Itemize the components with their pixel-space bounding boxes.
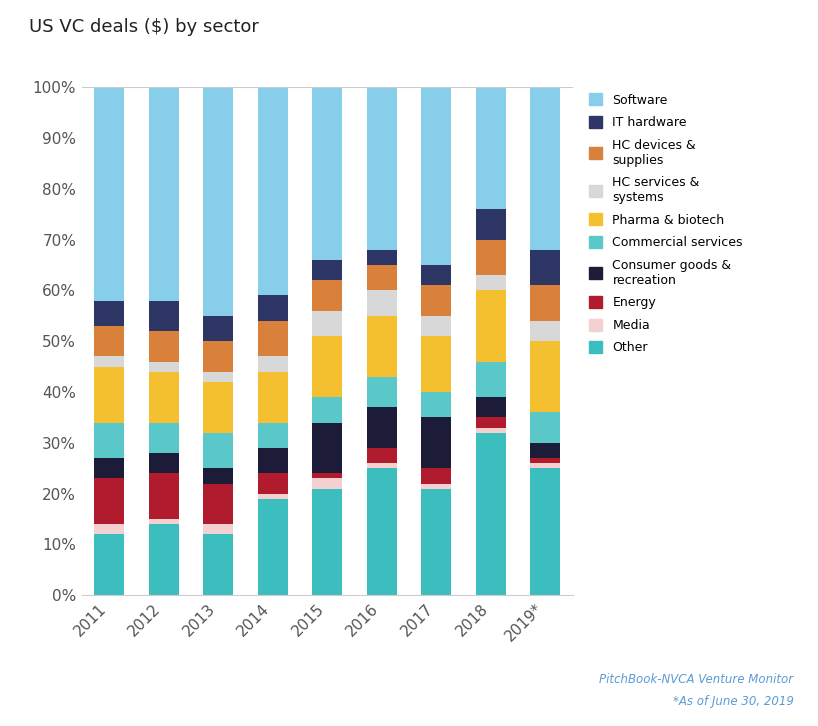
Bar <box>366 377 397 407</box>
Bar <box>203 534 233 595</box>
Bar <box>476 397 506 417</box>
Bar <box>94 87 124 301</box>
Bar <box>530 250 560 285</box>
Text: PitchBook-NVCA Venture Monitor: PitchBook-NVCA Venture Monitor <box>600 673 793 686</box>
Bar <box>366 448 397 463</box>
Text: US VC deals ($) by sector: US VC deals ($) by sector <box>29 18 258 36</box>
Bar <box>476 275 506 290</box>
Bar <box>476 417 506 428</box>
Bar <box>366 407 397 448</box>
Bar <box>366 290 397 316</box>
Bar <box>258 372 288 423</box>
Bar <box>203 316 233 341</box>
Bar <box>476 240 506 275</box>
Bar <box>203 524 233 534</box>
Bar <box>258 423 288 448</box>
Bar <box>203 433 233 468</box>
Bar <box>476 209 506 240</box>
Bar <box>312 423 342 473</box>
Bar <box>366 87 397 250</box>
Bar <box>94 534 124 595</box>
Bar <box>312 260 342 280</box>
Bar <box>530 468 560 595</box>
Bar <box>530 458 560 463</box>
Bar <box>530 341 560 412</box>
Bar <box>203 484 233 524</box>
Bar <box>94 367 124 423</box>
Bar <box>149 372 178 423</box>
Bar <box>258 321 288 356</box>
Bar <box>94 326 124 356</box>
Bar <box>476 87 506 209</box>
Bar <box>476 428 506 433</box>
Bar <box>530 285 560 321</box>
Bar <box>258 448 288 473</box>
Bar <box>94 423 124 458</box>
Bar <box>149 519 178 524</box>
Bar <box>366 265 397 290</box>
Bar <box>421 392 452 417</box>
Bar <box>366 250 397 265</box>
Bar <box>312 311 342 336</box>
Bar <box>366 468 397 595</box>
Bar <box>312 478 342 489</box>
Bar <box>149 453 178 473</box>
Bar <box>530 87 560 250</box>
Bar <box>94 301 124 326</box>
Bar <box>149 301 178 331</box>
Bar <box>94 478 124 524</box>
Bar <box>203 341 233 372</box>
Bar <box>421 484 452 489</box>
Bar <box>312 397 342 423</box>
Bar <box>421 285 452 316</box>
Bar <box>421 489 452 595</box>
Bar <box>258 87 288 295</box>
Bar <box>149 87 178 301</box>
Bar <box>94 524 124 534</box>
Bar <box>421 316 452 336</box>
Bar <box>94 458 124 478</box>
Bar <box>366 463 397 468</box>
Bar <box>258 295 288 321</box>
Bar <box>421 417 452 468</box>
Bar <box>530 443 560 458</box>
Bar <box>149 473 178 519</box>
Bar <box>203 468 233 484</box>
Bar <box>312 87 342 260</box>
Bar <box>421 468 452 484</box>
Bar <box>312 280 342 311</box>
Text: *As of June 30, 2019: *As of June 30, 2019 <box>672 695 793 708</box>
Bar <box>476 433 506 595</box>
Bar <box>530 463 560 468</box>
Bar <box>258 473 288 494</box>
Bar <box>94 356 124 367</box>
Bar <box>476 290 506 362</box>
Bar <box>149 362 178 372</box>
Bar <box>530 321 560 341</box>
Bar <box>312 489 342 595</box>
Bar <box>476 362 506 397</box>
Bar <box>203 372 233 382</box>
Bar <box>312 336 342 397</box>
Bar <box>366 316 397 377</box>
Legend: Software, IT hardware, HC devices &
supplies, HC services &
systems, Pharma & bi: Software, IT hardware, HC devices & supp… <box>589 94 743 354</box>
Bar <box>421 87 452 265</box>
Bar <box>312 473 342 478</box>
Bar <box>258 494 288 499</box>
Bar <box>258 356 288 372</box>
Bar <box>149 423 178 453</box>
Bar <box>149 524 178 595</box>
Bar <box>421 265 452 285</box>
Bar <box>258 499 288 595</box>
Bar <box>203 382 233 433</box>
Bar <box>421 336 452 392</box>
Bar <box>149 331 178 362</box>
Bar <box>203 87 233 316</box>
Bar <box>530 412 560 443</box>
